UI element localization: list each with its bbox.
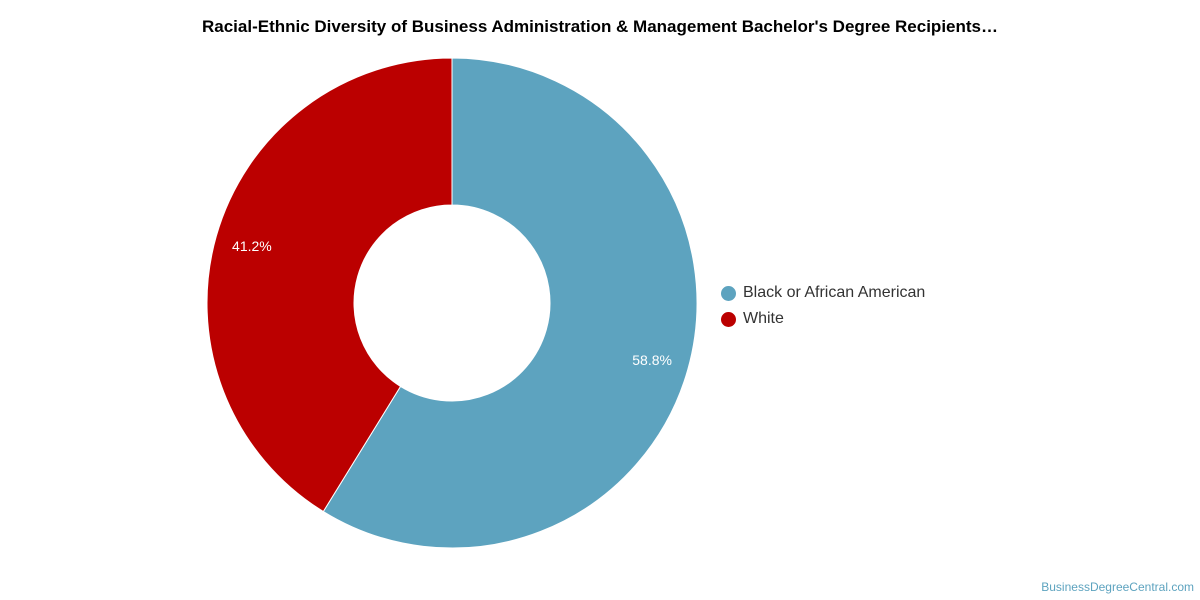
slice-label-white: 41.2% bbox=[232, 238, 272, 254]
legend-swatch-black-or-african-american bbox=[721, 285, 736, 301]
legend-item-white[interactable]: White bbox=[721, 306, 925, 332]
legend-label-white: White bbox=[743, 310, 784, 327]
legend-label-black-or-african-american: Black or African American bbox=[743, 284, 926, 301]
slice-black-or-african-american[interactable] bbox=[322, 57, 698, 549]
chart-title: Racial-Ethnic Diversity of Business Admi… bbox=[201, 17, 998, 36]
legend: Black or African American White bbox=[721, 280, 925, 332]
legend-swatch-white bbox=[721, 311, 736, 327]
legend-item-black-or-african-american[interactable]: Black or African American bbox=[721, 280, 925, 306]
slice-white[interactable] bbox=[206, 57, 453, 513]
slice-label-black-or-african-american: 58.8% bbox=[632, 352, 672, 368]
watermark[interactable]: BusinessDegreeCentral.com bbox=[1041, 580, 1194, 594]
